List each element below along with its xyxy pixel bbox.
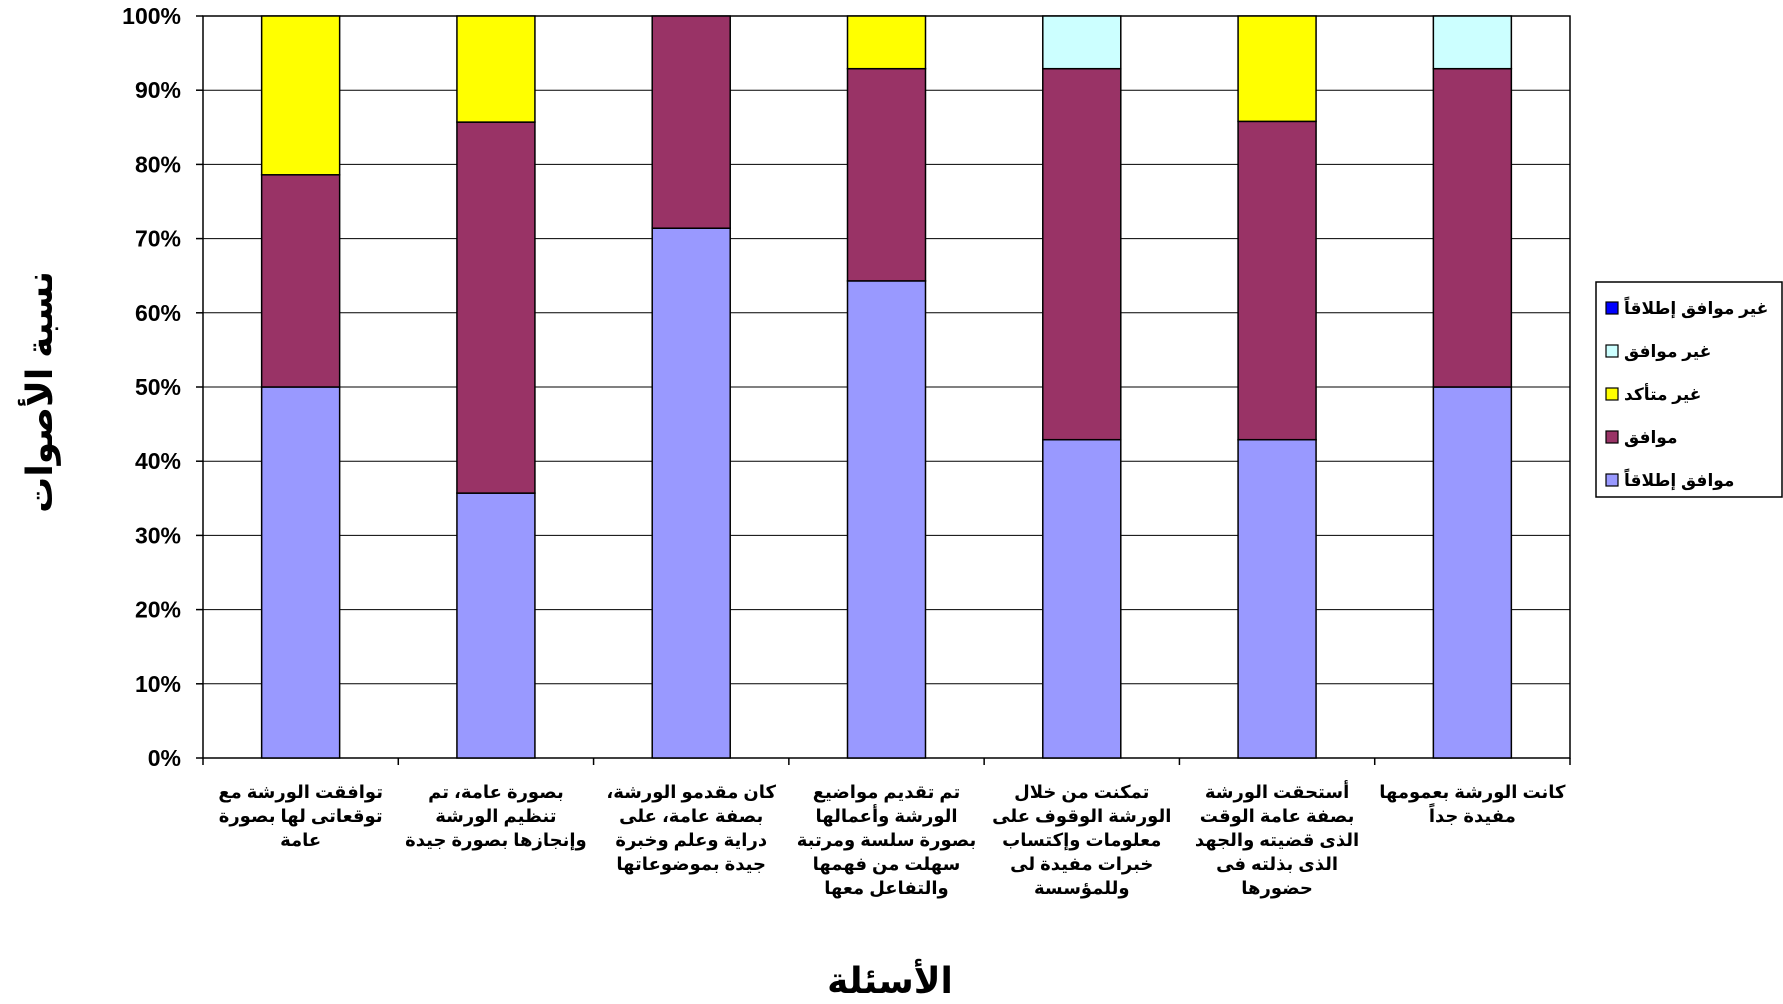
- y-tick-label: 10%: [135, 671, 181, 697]
- bar-segment: [846, 15, 927, 70]
- y-tick-label: 100%: [122, 3, 181, 29]
- legend-swatch: [1605, 473, 1619, 487]
- legend-swatch: [1605, 344, 1619, 358]
- bar-segment: [1042, 15, 1122, 70]
- x-axis: توافقت الورشة مع توقعاتى لها بصورة عامة بصو…: [202, 758, 1571, 899]
- y-tick-label: 20%: [135, 597, 181, 623]
- legend-label: غير موافق إطلاقاً: [1624, 295, 1769, 319]
- bar-segment: [456, 15, 536, 123]
- x-tick-label: أستحقت الورشة بصفة عامة الوقت الذى قضيته و…: [1195, 780, 1359, 899]
- x-tick-label: بصورة عامة، تم تنظيم الورشة وإنجازها بصورة…: [405, 782, 587, 851]
- legend: غير موافق إطلاقاً غير موافق غير متأكد موافق…: [1595, 281, 1783, 498]
- y-tick-label: 30%: [135, 522, 181, 548]
- y-tick-label: 0%: [148, 745, 181, 771]
- bar-segment: [1237, 15, 1317, 123]
- legend-swatch: [1605, 387, 1619, 401]
- x-tick-label: تم تقديم مواضيع الورشة وأعمالها بصورة سلسة…: [797, 782, 977, 899]
- bar-segment: [456, 121, 536, 494]
- bar-segment: [1432, 15, 1513, 70]
- y-tick-label: 80%: [135, 151, 181, 177]
- legend-label: موافق إطلاقاً: [1624, 467, 1735, 491]
- bar-segment: [1432, 386, 1513, 759]
- bar-segment: [260, 15, 341, 176]
- legend-swatch: [1605, 301, 1619, 315]
- y-tick-label: 90%: [135, 77, 181, 103]
- legend-box: [1595, 281, 1783, 498]
- legend-swatch: [1605, 430, 1619, 444]
- x-tick-label: كانت الورشة بعمومها مفيدة جداً: [1379, 782, 1566, 826]
- bars: [260, 15, 1513, 759]
- bar-segment: [1237, 120, 1317, 441]
- y-axis: 0% 10% 20% 30% 40% 50% 60% 70% 80% 90% 100%: [122, 3, 203, 771]
- legend-label: غير متأكد: [1624, 383, 1701, 405]
- bar-segment: [1432, 67, 1513, 388]
- y-tick-label: 50%: [135, 374, 181, 400]
- bar-segment: [651, 227, 731, 759]
- x-tick-label: توافقت الورشة مع توقعاتى لها بصورة عامة: [218, 782, 383, 850]
- bar-segment: [1042, 67, 1122, 441]
- y-tick-label: 60%: [135, 300, 181, 326]
- legend-label: موافق: [1624, 428, 1677, 448]
- x-axis-title: الأسئلة: [827, 958, 953, 1001]
- bar-segment: [846, 67, 927, 282]
- bar-segment: [456, 492, 536, 759]
- x-tick-label: تمكنت من خلال الورشة الوقوف على معلومات وإ…: [992, 782, 1171, 899]
- y-tick-label: 70%: [135, 226, 181, 252]
- y-axis-title: نسبة الأصوات: [17, 271, 61, 513]
- legend-label: غير موافق: [1624, 342, 1711, 362]
- bar-segment: [846, 280, 927, 759]
- bar-segment: [1237, 438, 1317, 759]
- bar-segment: [1042, 438, 1122, 759]
- bar-segment: [260, 386, 341, 759]
- y-tick-label: 40%: [135, 448, 181, 474]
- bar-segment: [651, 15, 731, 229]
- x-tick-label: كان مقدمو الورشة، بصفة عامة، على دراية وعل…: [606, 782, 776, 875]
- bar-segment: [260, 174, 341, 388]
